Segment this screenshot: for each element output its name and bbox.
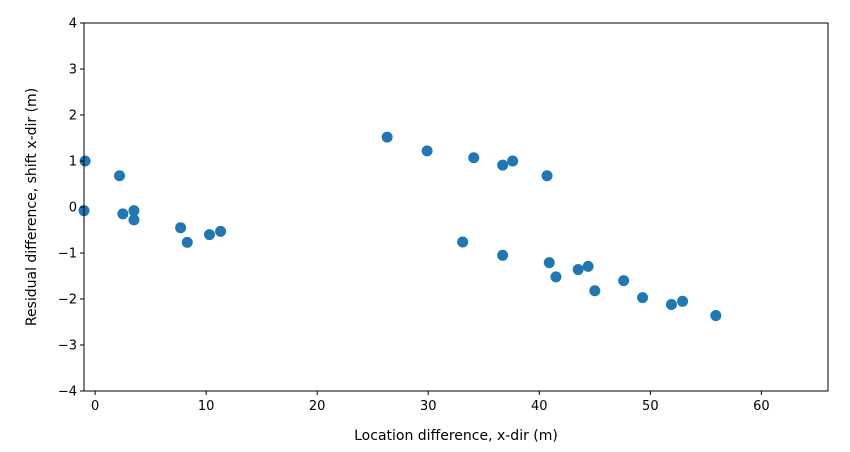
- y-tick-label: 1: [69, 155, 77, 170]
- data-point: [677, 295, 689, 307]
- x-tick-label: 0: [91, 399, 99, 414]
- data-point: [618, 275, 630, 287]
- data-point: [507, 155, 519, 167]
- data-points: [78, 131, 722, 322]
- y-axis-ticks: −4 −3 −2 −1 0 1 2 3 4: [58, 17, 84, 400]
- y-tick-label: 3: [69, 63, 77, 78]
- data-point: [181, 236, 193, 248]
- x-tick-label: 50: [642, 399, 659, 414]
- data-point: [128, 214, 140, 226]
- y-axis-title: Residual difference, shift x-dir (m): [24, 88, 40, 326]
- data-point: [541, 170, 553, 182]
- data-point: [457, 236, 469, 248]
- data-point: [381, 131, 393, 143]
- data-point: [114, 170, 126, 182]
- x-axis-ticks: 0 10 20 30 40 50 60: [91, 391, 770, 414]
- y-tick-label: −2: [58, 293, 77, 308]
- y-tick-label: −3: [58, 339, 77, 354]
- x-tick-label: 10: [198, 399, 215, 414]
- data-point: [117, 208, 129, 220]
- y-tick-label: 0: [69, 201, 77, 216]
- y-tick-label: 4: [69, 17, 77, 32]
- x-tick-label: 60: [753, 399, 770, 414]
- data-point: [550, 271, 562, 283]
- data-point: [572, 264, 584, 276]
- data-point: [203, 229, 215, 241]
- data-point: [497, 159, 509, 171]
- data-point: [710, 310, 722, 322]
- x-tick-label: 20: [309, 399, 326, 414]
- plot-background: [84, 23, 828, 391]
- data-point: [468, 152, 480, 164]
- y-tick-label: 2: [69, 109, 77, 124]
- data-point: [665, 299, 677, 311]
- data-point: [637, 292, 649, 304]
- data-point: [128, 205, 140, 217]
- data-point: [79, 155, 91, 167]
- data-point: [421, 145, 433, 157]
- data-point: [175, 222, 187, 234]
- data-point: [543, 257, 555, 269]
- y-tick-label: −1: [58, 247, 77, 262]
- x-axis-title: Location difference, x-dir (m): [354, 428, 558, 444]
- x-tick-label: 40: [531, 399, 548, 414]
- data-point: [215, 225, 227, 237]
- y-tick-label: −4: [58, 385, 77, 400]
- data-point: [589, 285, 601, 297]
- data-point: [582, 260, 594, 272]
- data-point: [497, 249, 509, 261]
- x-tick-label: 30: [420, 399, 437, 414]
